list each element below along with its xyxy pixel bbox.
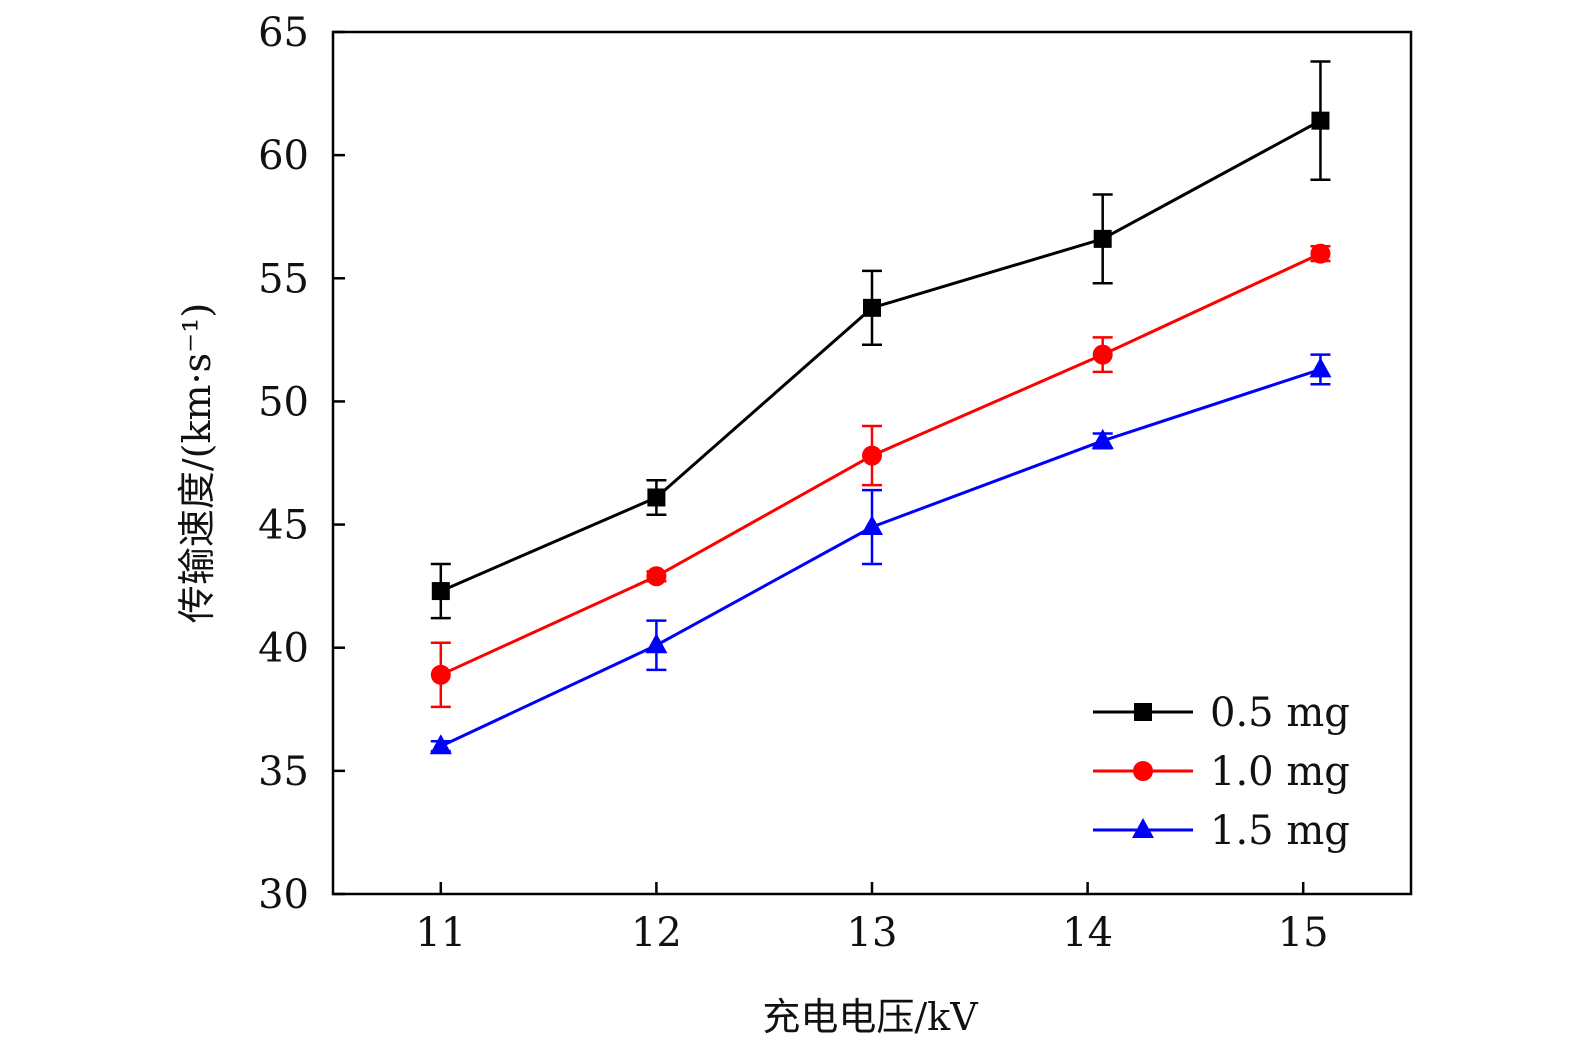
legend-label: 1.5 mg (1210, 808, 1350, 854)
y-tick-label: 60 (258, 133, 309, 179)
y-tick-label: 45 (258, 503, 309, 549)
series-1-5-mg (429, 353, 1332, 755)
legend-item: 1.5 mg (1093, 808, 1350, 854)
series-layer (429, 60, 1332, 755)
legend-item: 1.0 mg (1093, 749, 1350, 795)
legend-marker (1133, 761, 1153, 781)
x-tick-label: 14 (1062, 910, 1113, 956)
data-point (430, 664, 451, 685)
data-point (1310, 243, 1331, 264)
y-axis: 30 35 40 45 50 55 60 65 (258, 10, 345, 918)
data-point (862, 445, 882, 466)
legend-marker (1132, 818, 1154, 838)
legend-label: 0.5 mg (1210, 690, 1350, 736)
y-axis-title: 传输速度/(km·s⁻¹) (175, 303, 219, 623)
x-axis: 11 12 13 14 15 (415, 882, 1329, 956)
y-tick-label: 65 (258, 10, 309, 56)
series-line (440, 119, 1322, 593)
y-tick-label: 55 (258, 256, 309, 302)
data-point (645, 633, 668, 654)
legend: 0.5 mg 1.0 mg 1.5 mg (1093, 690, 1350, 854)
x-axis-title: 充电电压/kV (762, 995, 978, 1039)
legend-marker (1134, 703, 1152, 721)
data-point (1309, 357, 1332, 378)
y-tick-label: 30 (258, 872, 309, 918)
data-point (1093, 229, 1112, 248)
x-tick-label: 12 (631, 910, 682, 956)
x-tick-label: 11 (415, 910, 466, 956)
series-0-5-mg (430, 60, 1331, 620)
data-point (646, 566, 667, 587)
data-point (861, 515, 883, 536)
series-1-0-mg (430, 243, 1331, 709)
y-tick-label: 40 (258, 626, 309, 672)
y-tick-label: 35 (258, 749, 309, 795)
data-point (647, 488, 666, 507)
x-tick-label: 13 (847, 910, 898, 956)
y-tick-label: 50 (258, 379, 309, 425)
x-tick-label: 15 (1278, 910, 1329, 956)
data-point (1091, 428, 1114, 449)
legend-label: 1.0 mg (1210, 749, 1350, 795)
legend-item: 0.5 mg (1093, 690, 1350, 736)
data-point (431, 582, 450, 601)
data-point (863, 298, 881, 317)
data-point (429, 734, 452, 755)
data-point (1092, 344, 1113, 365)
data-point (1311, 111, 1330, 130)
